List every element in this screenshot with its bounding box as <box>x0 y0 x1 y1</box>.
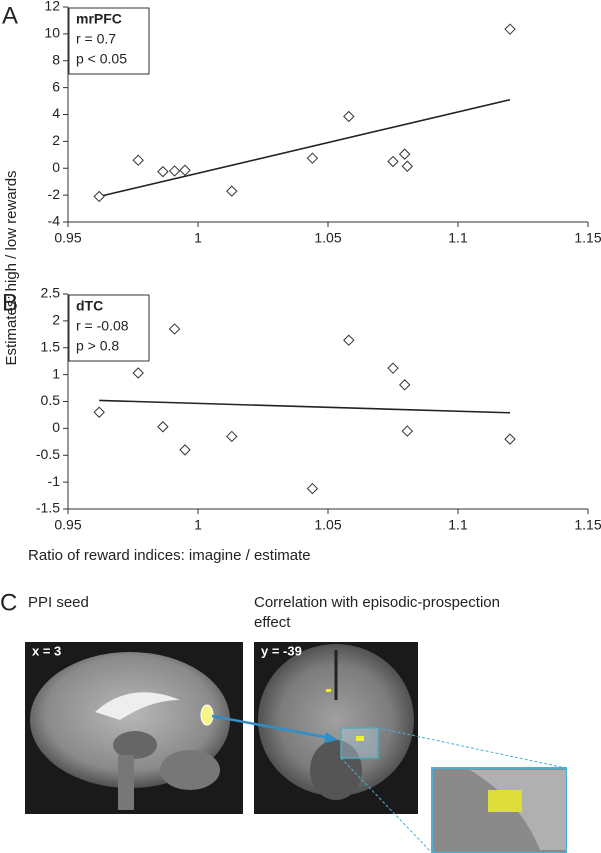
y-tick-label: 12 <box>44 0 60 14</box>
panel-title: PPI seed <box>28 594 89 611</box>
y-tick-label: 1 <box>52 365 60 381</box>
annotation: p < 0.05 <box>76 51 127 67</box>
point <box>398 148 411 160</box>
panel-letter: B <box>2 289 18 316</box>
y-tick-label: 0 <box>52 419 60 435</box>
x-tick-label: 1.15 <box>574 517 601 533</box>
point <box>157 421 169 433</box>
point <box>306 482 319 495</box>
x-tick-label: 1.05 <box>314 230 341 246</box>
point <box>168 165 181 177</box>
point <box>226 430 238 443</box>
x-axis-label: Ratio of reward indices: imagine / estim… <box>28 547 311 564</box>
y-tick-label: 6 <box>52 78 60 94</box>
y-tick-label: -2 <box>48 186 61 202</box>
image-label: y = -39 <box>261 643 302 658</box>
arrow <box>211 714 338 743</box>
x-tick-label: 1.05 <box>314 517 341 533</box>
annotation-box <box>68 294 150 362</box>
y-tick-label: 0.5 <box>41 392 61 408</box>
x-tick-label: 0.95 <box>54 517 81 533</box>
point <box>168 323 181 335</box>
x-tick-label: 1.1 <box>448 230 468 246</box>
image-label: x = 3 <box>32 643 61 658</box>
point <box>306 152 319 164</box>
x-tick-label: 1.15 <box>574 230 601 246</box>
y-tick-label: 8 <box>52 51 60 67</box>
point <box>504 23 516 35</box>
point <box>387 155 399 168</box>
point <box>401 425 414 437</box>
point <box>387 362 399 374</box>
point <box>93 406 105 418</box>
point <box>226 185 238 197</box>
x-tick-label: 1.1 <box>448 517 468 533</box>
annotation-box <box>68 7 150 75</box>
trend-line <box>99 399 511 414</box>
point <box>343 110 355 123</box>
point <box>504 433 516 445</box>
point <box>398 379 411 391</box>
point <box>179 444 191 456</box>
panel-letter: A <box>2 2 18 29</box>
x-tick-label: 1 <box>194 517 202 533</box>
y-tick-label: 2 <box>52 312 60 328</box>
y-tick-label: 1.5 <box>41 338 61 354</box>
y-axis-label: Estimates: high / low rewards <box>3 170 20 365</box>
y-tick-label: 4 <box>52 105 60 121</box>
x-tick-label: 0.95 <box>54 230 81 246</box>
annotation: p > 0.8 <box>76 338 119 354</box>
y-tick-label: -1 <box>48 473 61 489</box>
panel-title: effect <box>254 614 291 631</box>
y-tick-label: 2 <box>52 132 60 148</box>
x-tick-label: 1 <box>194 230 202 246</box>
zoom-inset <box>340 727 567 853</box>
annotation: mrPFC <box>76 11 122 27</box>
annotation: dTC <box>76 298 103 314</box>
annotation: r = 0.7 <box>76 31 116 47</box>
y-tick-label: -0.5 <box>36 446 60 462</box>
y-tick-label: 0 <box>52 159 60 175</box>
point <box>132 367 144 379</box>
y-tick-label: 10 <box>44 25 60 41</box>
sagittal-image: x = 3 <box>25 642 243 814</box>
point <box>343 334 355 346</box>
point <box>93 190 105 203</box>
annotation: r = -0.08 <box>76 318 129 334</box>
point <box>179 164 191 176</box>
point <box>132 154 144 166</box>
trend-line <box>99 98 511 198</box>
panel-title: Correlation with episodic-prospection <box>254 594 500 611</box>
y-tick-label: -4 <box>48 213 61 229</box>
panel-letter: C <box>0 589 17 616</box>
point <box>157 165 169 178</box>
y-tick-label: 2.5 <box>41 285 61 301</box>
point <box>401 160 414 172</box>
y-tick-label: -1.5 <box>36 500 60 516</box>
